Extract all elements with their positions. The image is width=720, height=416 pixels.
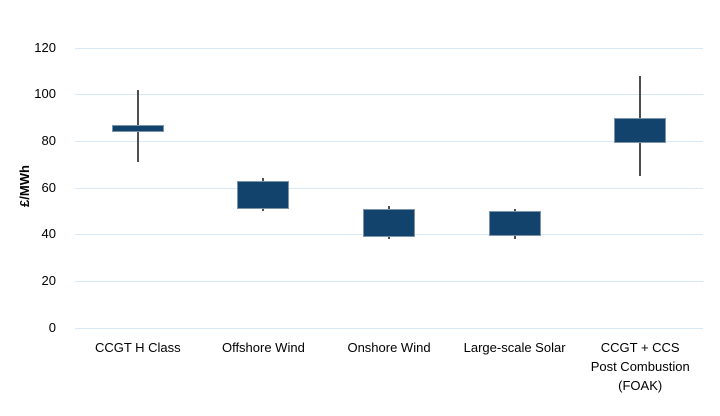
y-tick-label-60: 60 [41,179,56,195]
y-tick-label-120: 120 [34,39,56,55]
gridline-80 [75,141,703,142]
x-label-ccgt-ccs-post-combustion-foak: CCGT + CCS Post Combustion (FOAK) [570,338,710,395]
x-label-line: (FOAK) [618,378,663,393]
x-label-large-scale-solar: Large-scale Solar [445,338,585,357]
y-tick-label-20: 20 [41,272,56,288]
box-offshore-wind [237,180,290,209]
x-label-line: Large-scale Solar [463,340,566,355]
gridline-0 [75,327,703,329]
gridline-120 [75,47,703,49]
gridline-100 [75,94,703,96]
x-label-onshore-wind: Onshore Wind [319,338,459,357]
y-tick-label-100: 100 [34,86,56,102]
x-label-line: Onshore Wind [347,340,431,355]
x-label-line: Post Combustion [590,359,690,374]
box-onshore-wind [363,208,415,237]
x-label-line: Offshore Wind [221,340,305,355]
y-tick-label-40: 40 [41,226,56,242]
x-label-line: CCGT + CCS [600,340,680,355]
gridline-60 [75,187,703,189]
box-large-scale-solar [488,210,541,237]
y-tick-label-0: 0 [48,319,56,335]
x-label-ccgt-h-class: CCGT H Class [68,338,208,357]
y-tick-label-80: 80 [41,133,56,148]
x-label-offshore-wind: Offshore Wind [193,338,333,357]
box-ccgt-ccs-post-combustion-foak [614,117,667,144]
x-label-line: CCGT H Class [94,340,181,355]
gridline-20 [75,280,703,282]
box-ccgt-h-class [111,124,164,132]
